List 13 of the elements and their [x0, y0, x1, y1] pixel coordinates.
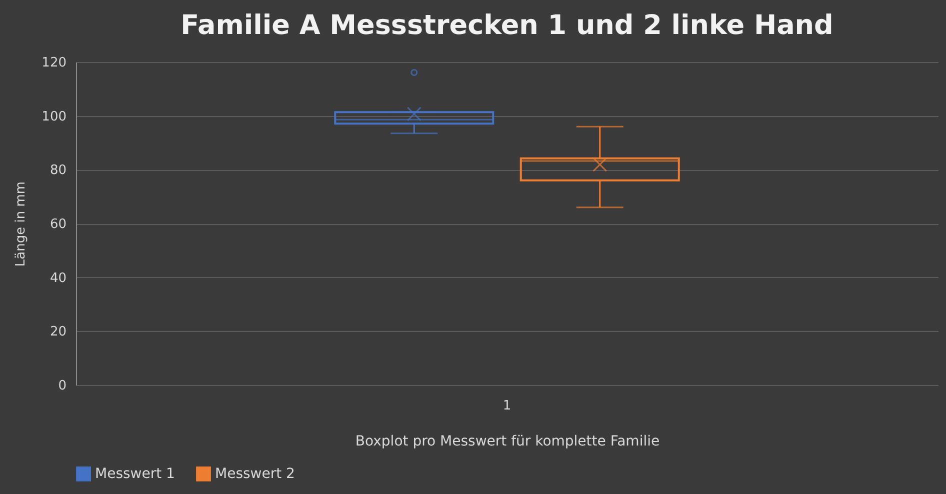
y-tick-label: 20	[50, 324, 66, 340]
legend-label: Messwert 1	[95, 466, 175, 482]
y-tick-label: 60	[50, 217, 66, 232]
x-tick-label: 1	[502, 398, 512, 414]
y-tick-label: 120	[42, 56, 66, 70]
y-tick-label: 40	[50, 270, 66, 286]
y-tick-label: 80	[50, 163, 66, 178]
chart-title: Familie A Messstrecken 1 und 2 linke Hand	[180, 10, 834, 41]
x-axis-title: Boxplot pro Messwert für komplette Familie	[355, 434, 660, 450]
y-tick-label: 100	[42, 109, 66, 124]
legend-label: Messwert 2	[215, 466, 295, 482]
y-axis-title: Länge in mm	[14, 181, 29, 267]
y-tick-label: 0	[58, 378, 66, 394]
